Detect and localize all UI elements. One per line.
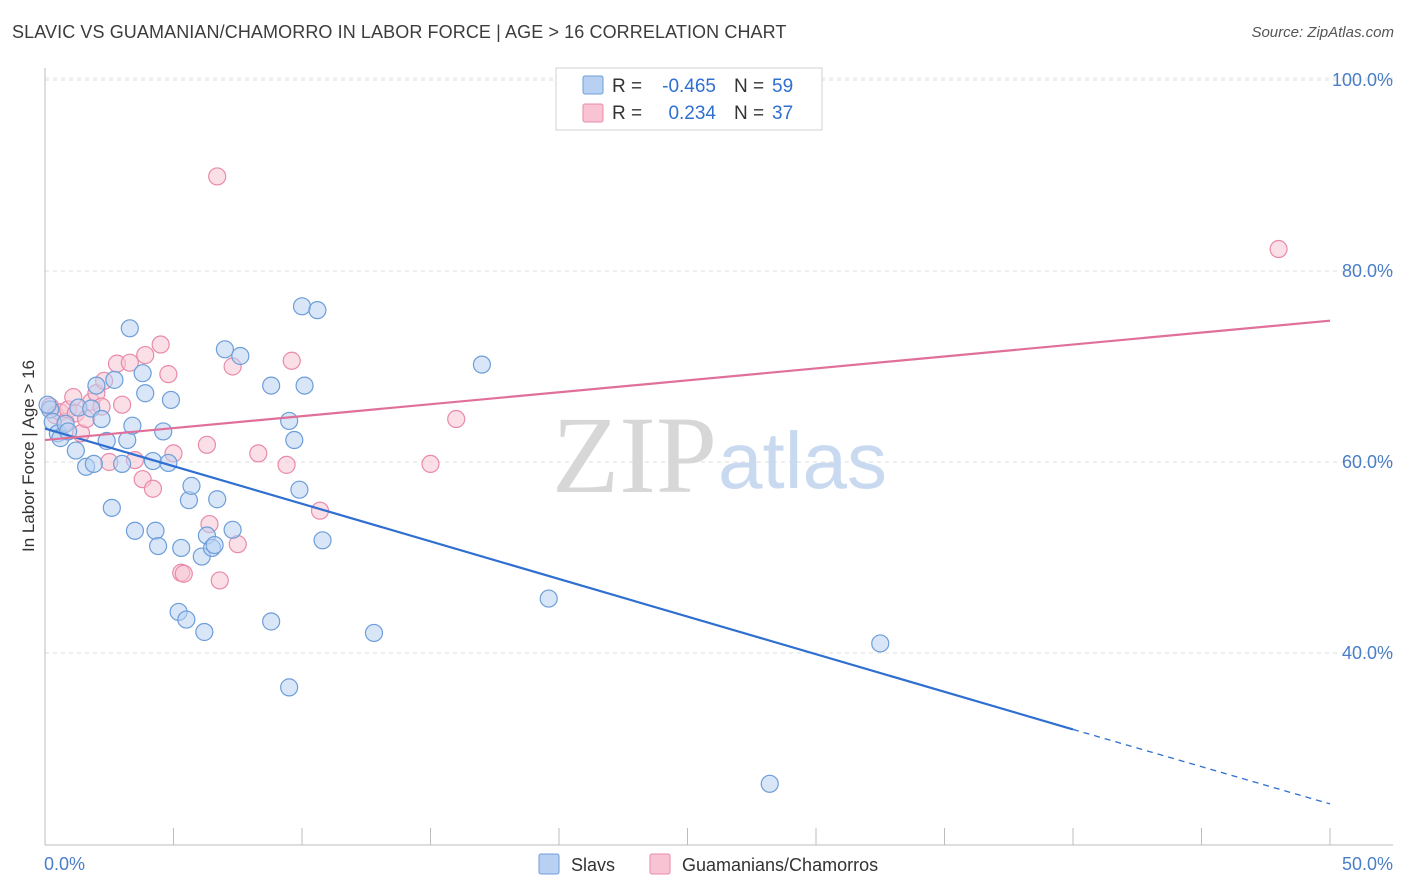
point-slavs	[262, 376, 281, 395]
y-tick-label: 60.0%	[1342, 452, 1393, 472]
point-guamanians	[120, 353, 139, 372]
point-guamanians	[1269, 239, 1288, 259]
point-slavs	[285, 430, 304, 450]
point-slavs	[292, 297, 312, 316]
point-slavs	[133, 364, 152, 383]
point-slavs	[290, 480, 309, 499]
point-slavs	[208, 490, 227, 509]
point-slavs	[280, 411, 299, 431]
legend-box: R = -0.465 N = 59 R = 0.234 N = 37	[555, 67, 823, 131]
legend-swatch-slavs	[582, 75, 604, 95]
trend-lines	[44, 319, 1331, 805]
bottom-legend: Slavs Guamanians/Chamorros	[538, 853, 878, 875]
point-slavs	[280, 678, 299, 697]
point-slavs	[172, 538, 191, 558]
point-slavs	[112, 454, 132, 474]
point-slavs	[231, 346, 250, 366]
watermark: ZIP atlas	[552, 394, 887, 516]
point-slavs	[262, 612, 281, 631]
point-slavs	[161, 390, 181, 410]
chart-title: SLAVIC VS GUAMANIAN/CHAMORRO IN LABOR FO…	[12, 22, 787, 42]
legend-n-value-guamanians: 37	[772, 103, 793, 124]
y-tick-label: 80.0%	[1342, 261, 1393, 281]
trend-line-guamanians	[44, 319, 1331, 442]
point-slavs	[146, 521, 165, 540]
point-guamanians	[208, 167, 227, 186]
point-slavs	[38, 395, 57, 414]
point-slavs	[760, 774, 779, 793]
point-slavs	[66, 441, 85, 460]
legend-swatch-guamanians	[582, 103, 604, 123]
point-slavs	[364, 623, 384, 643]
point-slavs	[92, 409, 111, 429]
x-tick-label: 50.0%	[1342, 854, 1393, 874]
point-guamanians	[112, 395, 132, 414]
point-slavs	[295, 376, 314, 395]
point-guamanians	[151, 335, 170, 354]
point-slavs	[205, 535, 224, 555]
bottom-legend-label-slavs: Slavs	[571, 855, 615, 875]
bottom-legend-swatch-guamanians	[649, 853, 671, 875]
source-label: Source: ZipAtlas.com	[1251, 24, 1394, 41]
point-guamanians	[282, 351, 301, 370]
point-guamanians	[447, 409, 466, 429]
point-slavs	[123, 416, 142, 435]
legend-r-label: R =	[612, 103, 642, 124]
legend-r-label: R =	[612, 76, 642, 97]
tick-labels: 40.0% 60.0% 80.0% 100.0% 0.0% 50.0%	[44, 70, 1393, 874]
point-slavs	[105, 370, 124, 389]
point-slavs	[308, 301, 327, 320]
point-guamanians	[197, 435, 217, 454]
point-guamanians	[136, 345, 155, 365]
point-guamanians	[249, 444, 268, 463]
point-slavs	[125, 521, 145, 540]
y-tick-label: 40.0%	[1342, 643, 1393, 663]
y-tick-label: 100.0%	[1332, 70, 1393, 90]
point-slavs	[215, 340, 234, 359]
point-guamanians	[210, 571, 229, 590]
point-slavs	[195, 622, 214, 642]
y-axis-label: In Labor Force | Age > 16	[19, 360, 38, 552]
point-slavs	[148, 536, 168, 556]
point-slavs	[84, 454, 103, 474]
legend-n-label: N =	[734, 103, 764, 124]
point-slavs	[136, 384, 155, 403]
point-guamanians	[277, 455, 296, 474]
point-slavs	[120, 319, 139, 338]
point-slavs	[154, 422, 173, 441]
x-tick-label: 0.0%	[44, 854, 85, 874]
legend-n-label: N =	[734, 76, 764, 97]
point-guamanians	[421, 454, 440, 474]
bottom-legend-label-guamanians: Guamanians/Chamorros	[682, 855, 878, 875]
point-slavs	[177, 610, 196, 629]
legend-n-value-slavs: 59	[772, 76, 793, 97]
trend-line-slavs	[44, 427, 1074, 731]
data-points	[38, 167, 1288, 793]
legend-r-value-slavs: -0.465	[662, 76, 716, 97]
bottom-legend-swatch-slavs	[538, 853, 560, 875]
axes	[44, 68, 1393, 846]
point-slavs	[182, 476, 201, 495]
point-slavs	[102, 498, 121, 517]
point-guamanians	[143, 479, 163, 498]
point-slavs	[871, 634, 890, 653]
point-guamanians	[174, 564, 193, 583]
watermark-zip: ZIP	[552, 394, 717, 516]
point-slavs	[472, 355, 491, 374]
trend-line-slavs-extension	[1072, 728, 1331, 805]
legend-r-value-guamanians: 0.234	[668, 103, 716, 124]
point-slavs	[539, 589, 558, 608]
watermark-atlas: atlas	[718, 416, 887, 505]
grid-lines	[45, 77, 1393, 654]
point-slavs	[87, 376, 106, 395]
point-guamanians	[159, 365, 178, 384]
point-slavs	[223, 520, 242, 539]
point-slavs	[313, 531, 332, 550]
